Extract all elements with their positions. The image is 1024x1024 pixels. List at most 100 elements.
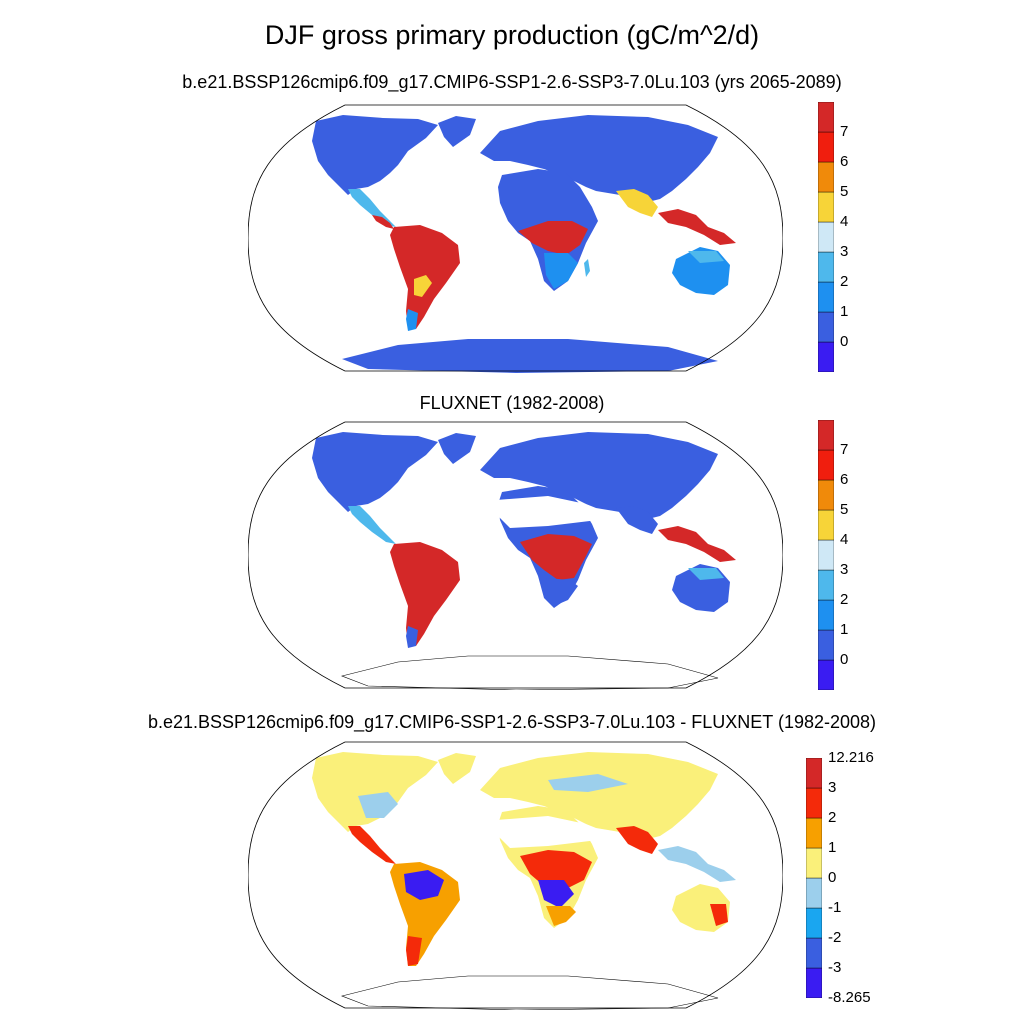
colorbar-tick-label: 4 [840,213,849,230]
map-border [248,741,783,1009]
colorbar-segment [806,907,822,939]
central-america-land [348,826,396,864]
colorbar-segment [806,758,822,789]
colorbar-tick-label: 6 [840,153,849,170]
antarctica-outline [341,975,719,1010]
south-asia-land [616,506,658,534]
central-america-land [348,189,396,227]
colorbar-segment [818,599,834,631]
eurasia-land [480,752,718,840]
colorbar-segment [806,937,822,969]
australia-coast-north [688,568,724,580]
africa-tropics [520,534,592,580]
colorbar-tick-label: 3 [828,779,837,796]
colorbar-tick-label: 1 [828,839,837,856]
colorbar-segment [806,847,822,879]
colorbar-tick-label: 4 [840,531,849,548]
sahara-nodata [496,816,598,848]
south-america-dry [414,275,432,297]
colorbar-segment [818,341,834,372]
antarctica-land [342,339,718,373]
colorbar-tick-label: 3 [840,243,849,260]
colorbar-segment [818,569,834,601]
colorbar-tick-label: 5 [840,501,849,518]
colorbar-tick-label: 6 [840,471,849,488]
madagascar-land [584,259,590,277]
colorbar-segment [806,967,822,998]
sahara-nodata [496,496,598,528]
south-america-south [406,936,422,966]
colorbar-segment [818,659,834,690]
colorbar-segment [818,251,834,283]
colorbar-tick-label: 3 [840,561,849,578]
north-america-land [312,115,438,195]
south-america-south [406,309,418,331]
colorbar-tick-label: 7 [840,123,849,140]
panel-2-title: FLUXNET (1982-2008) [419,393,605,413]
colorbar-tick-label: -1 [828,899,842,916]
panel-1-colorbar-labels: 0 1 2 3 4 5 6 7 [840,102,900,372]
panel-1-map [248,104,783,373]
panel-2-colorbar [818,420,834,690]
colorbar-segment [806,817,822,849]
colorbar-segment [818,131,834,163]
colorbar-tick-label: 0 [840,651,849,668]
north-america-land [312,432,438,512]
north-america-land [312,752,438,832]
colorbar-segment [818,221,834,253]
colorbar-segment [818,102,834,133]
panel-1-title: b.e21.BSSP126cmip6.f09_g17.CMIP6-SSP1-2.… [182,72,842,92]
south-america-land [390,542,460,646]
colorbar-segment [818,281,834,313]
panel-3-colorbar [806,758,822,998]
colorbar-tick-label: -2 [828,929,842,946]
africa-tropics [520,850,592,888]
colorbar-tick-label: 12.216 [828,749,874,766]
africa-negative [538,880,574,908]
colorbar-tick-label: 0 [840,333,849,350]
colorbar-segment [818,311,834,343]
panel-2-colorbar-labels: 0 1 2 3 4 5 6 7 [840,420,900,690]
colorbar-tick-label: 2 [828,809,837,826]
eurasia-land [480,432,718,520]
greenland-land [438,433,476,464]
central-america-land [348,506,396,544]
land-layer [312,432,736,690]
colorbar-tick-label: -3 [828,959,842,976]
siberia-light [548,774,628,792]
colorbar-segment [818,191,834,223]
colorbar-segment [818,629,834,661]
colorbar-segment [818,509,834,541]
colorbar-segment [818,539,834,571]
colorbar-segment [818,449,834,481]
central-america-tropics [372,215,394,229]
figure-title: DJF gross primary production (gC/m^2/d) [264,20,760,50]
panel-2-map [248,421,783,690]
se-asia-land [658,209,736,245]
colorbar-segment [818,161,834,193]
colorbar-segment [806,787,822,819]
antarctica-outline [341,655,719,690]
amazon-negative [404,870,444,900]
colorbar-tick-label: 2 [840,591,849,608]
south-america-south [406,626,418,648]
colorbar-tick-label: 1 [840,303,849,320]
africa-south [544,253,578,289]
australia-east [710,904,728,926]
africa-south [546,578,578,606]
australia-coast-north [688,251,724,263]
panel-1-colorbar [818,102,834,372]
land-layer [312,115,736,373]
colorbar-segment [818,420,834,451]
land-layer [312,752,736,1010]
colorbar-segment [806,877,822,909]
colorbar-tick-label: 7 [840,441,849,458]
map-border [248,104,783,372]
colorbar-tick-label: -8.265 [828,989,871,1006]
panel-3-map [248,741,783,1010]
colorbar-tick-label: 2 [840,273,849,290]
colorbar-tick-label: 1 [840,621,849,638]
map-border [248,421,783,689]
africa-tropics [518,221,588,255]
africa-south [546,906,576,926]
